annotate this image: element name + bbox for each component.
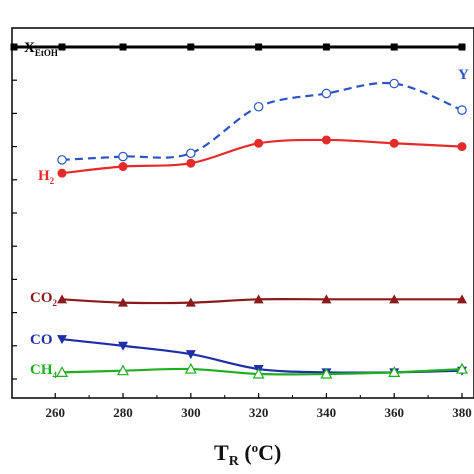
- x-tick-label: 320: [249, 405, 269, 420]
- data-point: [455, 362, 469, 374]
- data-point: [185, 297, 196, 307]
- data-point: [58, 43, 66, 51]
- data-point: [321, 135, 331, 145]
- plot-frame: [11, 27, 474, 399]
- data-point: [253, 101, 264, 112]
- data-point: [184, 362, 197, 374]
- data-point: [185, 350, 196, 360]
- data-point: [57, 168, 67, 178]
- label-y: Y: [458, 67, 469, 83]
- series-0: [10, 43, 466, 51]
- data-point: [457, 294, 467, 304]
- data-point: [321, 294, 332, 304]
- data-point: [252, 367, 265, 379]
- label-x-etoh: XEtOH: [24, 40, 58, 58]
- x-tick-label: 380: [452, 405, 472, 420]
- data-point: [57, 155, 67, 165]
- data-point: [118, 297, 129, 307]
- data-point: [186, 148, 196, 159]
- data-point: [389, 294, 400, 304]
- data-point: [390, 43, 398, 51]
- axes: 260 280 300 320 340 360 380: [11, 27, 474, 420]
- data-point: [55, 366, 69, 377]
- data-point: [253, 294, 264, 304]
- data-point: [389, 138, 399, 148]
- x-tick-label: 340: [317, 405, 337, 420]
- data-point: [118, 151, 128, 162]
- data-point: [57, 294, 67, 304]
- series-2: [57, 135, 467, 178]
- data-point: [388, 366, 401, 377]
- data-point: [116, 364, 130, 376]
- data-point: [321, 88, 332, 99]
- series-labels: XEtOH Y H2 CO2 CO CH4: [24, 40, 469, 380]
- data-point: [187, 43, 195, 51]
- data-point: [10, 43, 18, 51]
- data-point: [322, 43, 330, 51]
- data-point: [118, 162, 128, 172]
- series-3: [57, 294, 467, 307]
- x-tick-label: 280: [113, 405, 133, 420]
- data-point: [458, 43, 466, 51]
- data-point: [457, 105, 467, 115]
- data-point: [118, 341, 129, 351]
- data-point: [254, 138, 264, 148]
- data-point: [255, 43, 263, 51]
- data-point: [119, 43, 127, 51]
- series-layer: [10, 43, 469, 379]
- x-axis-title: TR (oC): [214, 440, 281, 469]
- series-5: [55, 362, 469, 379]
- series-1: [57, 78, 467, 165]
- x-tick-label: 260: [45, 405, 65, 420]
- data-point: [57, 335, 67, 345]
- label-ch4: CH4: [30, 362, 58, 380]
- label-co2: CO2: [30, 290, 58, 308]
- label-h2: H2: [38, 168, 55, 186]
- series-line: [61, 81, 463, 161]
- data-point: [186, 158, 196, 168]
- x-tick-label: 300: [181, 405, 201, 420]
- x-tick-label: 360: [384, 405, 404, 420]
- data-point: [457, 142, 467, 152]
- label-co: CO: [30, 332, 53, 348]
- data-point: [389, 78, 400, 89]
- data-point: [320, 367, 333, 379]
